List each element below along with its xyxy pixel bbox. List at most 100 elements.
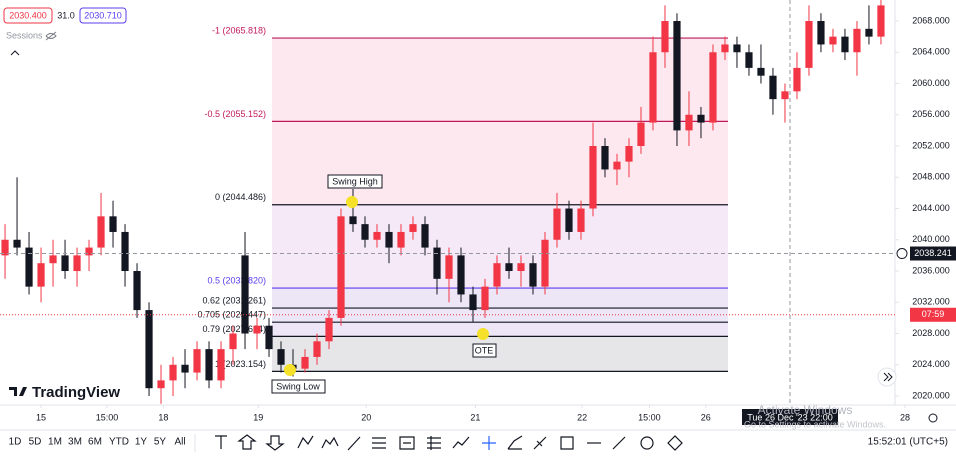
- candle-body: [397, 231, 405, 248]
- brush-tool[interactable]: [533, 436, 547, 450]
- candle-body: [685, 114, 693, 131]
- range-button[interactable]: 3M: [68, 437, 82, 448]
- x-tick-label: 21: [470, 412, 480, 422]
- eye-icon[interactable]: [45, 31, 57, 41]
- crosshair-time: Tue 26 Dec '23 22:00: [747, 412, 832, 422]
- candle-body: [193, 349, 201, 373]
- fib-zone: [272, 288, 728, 309]
- annotation: Swing Low: [276, 381, 320, 391]
- candle-body: [445, 255, 453, 279]
- watermark-title: Activate Windows: [758, 403, 853, 417]
- candle-body: [421, 224, 429, 248]
- logo: TradingView: [32, 384, 120, 401]
- pattern-tool[interactable]: [297, 435, 314, 449]
- range-button[interactable]: YTD: [109, 437, 129, 448]
- candle-body: [385, 231, 393, 248]
- candle-body: [877, 5, 885, 37]
- rect-tool[interactable]: [560, 436, 574, 450]
- candle-body: [325, 317, 333, 342]
- candle-body: [577, 208, 585, 232]
- bid: 2030.400: [9, 10, 47, 20]
- candle-body: [481, 286, 489, 311]
- candle-body: [205, 349, 213, 381]
- y-tick-label: 2040.000: [912, 234, 950, 244]
- range-button[interactable]: 1Y: [135, 437, 148, 448]
- fib-label: 1 (2023.154): [215, 359, 266, 369]
- range-button[interactable]: 6M: [88, 437, 102, 448]
- range-button[interactable]: 5Y: [154, 437, 167, 448]
- candle-body: [841, 36, 849, 53]
- settings-icon[interactable]: [928, 413, 938, 423]
- candle-body: [661, 21, 669, 53]
- time-label-box: [742, 409, 838, 425]
- candle-body: [817, 21, 825, 45]
- angle-tool[interactable]: [507, 435, 523, 450]
- bid-box[interactable]: [3, 7, 53, 24]
- candle-body: [589, 146, 597, 209]
- circle-tool[interactable]: [640, 436, 654, 450]
- candle-body: [793, 67, 801, 92]
- path-tool[interactable]: [667, 435, 683, 451]
- label-box: [271, 379, 326, 394]
- arrow-down-tool[interactable]: [265, 435, 285, 451]
- range-tool[interactable]: [399, 436, 415, 450]
- clock: 15:52:01 (UTC+5): [868, 437, 948, 448]
- ray-tool[interactable]: [612, 436, 626, 450]
- crosshair-price: 2038.241: [914, 248, 952, 258]
- candle-body: [565, 208, 573, 232]
- candle-body: [217, 349, 225, 381]
- candle-body: [601, 146, 609, 170]
- range-button[interactable]: All: [174, 437, 185, 448]
- fib-label: 0.5 (2033.820): [207, 275, 266, 285]
- scroll-button[interactable]: [877, 367, 897, 387]
- arrow-up-tool[interactable]: [237, 434, 257, 450]
- candle-body: [505, 263, 513, 272]
- swing-high-marker: [346, 196, 358, 208]
- scroll-icon: [883, 372, 893, 382]
- y-tick-label: 2028.000: [912, 328, 950, 338]
- swing-low-marker: [284, 364, 296, 376]
- ask-box[interactable]: [79, 7, 127, 24]
- candle-body: [349, 216, 357, 225]
- candle-body: [853, 28, 861, 53]
- candle-body: [25, 247, 33, 287]
- candle-body: [733, 44, 741, 53]
- range-button[interactable]: 1D: [9, 437, 22, 448]
- y-tick-label: 2036.000: [912, 265, 950, 275]
- candle-body: [805, 21, 813, 68]
- range-button[interactable]: 1M: [48, 437, 62, 448]
- y-tick-label: 2064.000: [912, 47, 950, 57]
- wave-tool[interactable]: [321, 436, 339, 449]
- fib-label: 0.62 (2031.261): [202, 295, 266, 305]
- ask: 2030.710: [84, 10, 122, 20]
- x-tick-label: 19: [253, 412, 263, 422]
- grid-tool[interactable]: [427, 436, 441, 450]
- forecast-tool[interactable]: [452, 436, 470, 449]
- fib-tool[interactable]: [372, 437, 386, 449]
- candle-body: [157, 380, 165, 389]
- text-tool[interactable]: [215, 435, 227, 449]
- candle-body: [649, 52, 657, 123]
- cross-tool[interactable]: [482, 436, 496, 450]
- toolbar: [0, 430, 956, 455]
- candle-body: [361, 224, 369, 240]
- add-alert[interactable]: [896, 248, 908, 260]
- candle-body: [865, 28, 873, 37]
- candle-body: [13, 239, 21, 248]
- candle-body: [37, 263, 45, 287]
- candle-body: [673, 21, 681, 131]
- collapse-icon[interactable]: [10, 50, 20, 56]
- trend-tool[interactable]: [347, 436, 361, 451]
- candle-body: [637, 122, 645, 147]
- candle-body: [493, 263, 501, 287]
- fib-zone: [272, 322, 728, 337]
- candle-body: [337, 216, 345, 318]
- x-tick-label: 18: [158, 412, 168, 422]
- y-tick-label: 2024.000: [912, 359, 950, 369]
- candle-body: [277, 349, 285, 365]
- range-button[interactable]: 5D: [29, 437, 42, 448]
- label-box: [327, 174, 383, 189]
- candle-body: [85, 247, 93, 256]
- candle-body: [517, 263, 525, 272]
